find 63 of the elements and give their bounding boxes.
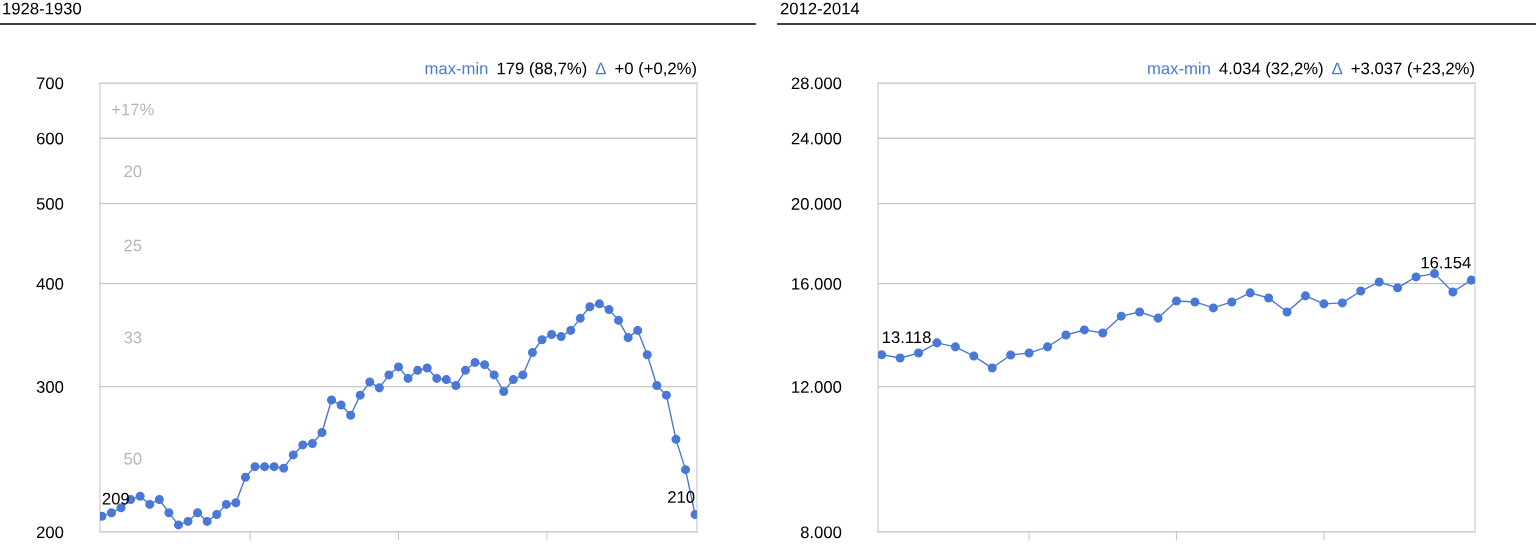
text: Δ [595, 62, 606, 75]
point [1098, 328, 1108, 338]
annotation: 33 [124, 331, 142, 344]
y-tick-label: 400 [36, 277, 64, 290]
point [932, 338, 942, 348]
data-label: 16.154 [1421, 256, 1471, 269]
annotation: 25 [124, 239, 142, 252]
point [1208, 303, 1218, 313]
point [1024, 348, 1034, 358]
y-tick-label: 8.000 [800, 526, 842, 539]
y-tick-label: 12.000 [792, 381, 842, 393]
point [1282, 307, 1292, 317]
y-tick-label: 700 [36, 77, 64, 90]
y-tick-label: 300 [36, 381, 64, 393]
point [1227, 297, 1237, 307]
point [914, 348, 924, 358]
point [987, 363, 997, 373]
point [1116, 311, 1126, 321]
point [1043, 342, 1053, 352]
point [1429, 269, 1439, 279]
y-tick-label: 600 [36, 132, 64, 145]
data-label: 210 [668, 491, 695, 503]
point [878, 350, 887, 360]
text: 4.034 (32,2%) [1219, 62, 1323, 78]
text: 179 (88,7%) [497, 62, 587, 78]
point [1393, 283, 1403, 293]
chart-title: 2012-2014 [780, 2, 860, 15]
point [950, 342, 960, 352]
text: max-min [425, 62, 488, 75]
point [1466, 275, 1475, 285]
y-tick-label: 20.000 [791, 198, 842, 210]
annotation: 50 [124, 452, 142, 465]
point [969, 351, 979, 361]
annotation: +17% [112, 103, 154, 116]
point [1264, 293, 1274, 303]
point [1319, 299, 1329, 309]
point [1448, 287, 1458, 297]
point [1300, 291, 1310, 301]
y-tick-label: 24.000 [791, 132, 842, 145]
point [1411, 272, 1421, 282]
text: Δ [1332, 62, 1343, 75]
point [895, 353, 905, 363]
chart-title: 1928-1930 [3, 2, 82, 15]
point [1135, 307, 1145, 317]
annotation: 20 [124, 165, 142, 178]
point [1356, 286, 1366, 296]
text: max-min [1148, 62, 1210, 75]
point [1171, 296, 1182, 306]
text: +0 (+0,2%) [615, 62, 696, 78]
point [1245, 288, 1255, 298]
point [1061, 330, 1071, 340]
point [1079, 325, 1089, 335]
point [1374, 277, 1384, 287]
data-label: 13.118 [882, 331, 931, 344]
y-tick-label: 28.000 [791, 77, 842, 90]
y-tick-label: 500 [36, 198, 64, 210]
point [1006, 350, 1016, 360]
y-tick-label: 200 [36, 526, 64, 539]
y-tick-label: 16.000 [792, 277, 842, 290]
text: +3.037 (+23,2%) [1351, 62, 1474, 78]
point [1153, 313, 1163, 323]
point [1337, 298, 1347, 308]
point [1190, 297, 1200, 307]
